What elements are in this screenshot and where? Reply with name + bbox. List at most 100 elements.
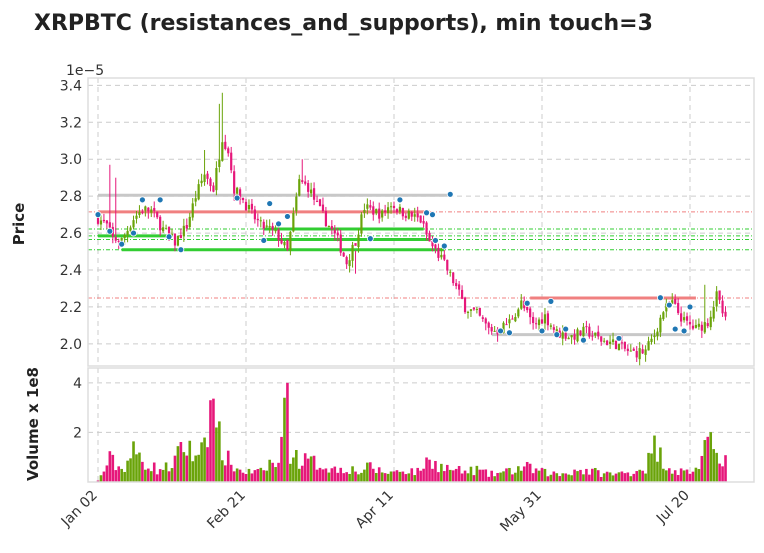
candle-body (212, 185, 215, 192)
candle-body (259, 220, 262, 222)
volume-bar (685, 469, 689, 482)
x-tick-label: Jul 20 (653, 488, 693, 528)
candle-body (304, 181, 307, 184)
candle-body (265, 225, 268, 227)
volume-bar (487, 476, 491, 482)
volume-bar (481, 469, 485, 482)
volume-bar (135, 454, 138, 482)
touch-point (233, 194, 241, 202)
volume-bar (197, 454, 200, 482)
candle-body (283, 241, 286, 246)
volume-bar (351, 466, 354, 482)
volume-bar (232, 471, 236, 482)
candle-body (191, 203, 194, 218)
touch-point (446, 190, 454, 198)
volume-bar (543, 468, 547, 482)
candle-body (404, 215, 407, 218)
touch-point (538, 327, 546, 335)
candle-body (295, 196, 298, 212)
touch-point (657, 294, 664, 302)
candle-body (389, 206, 393, 208)
candle-body (662, 312, 665, 320)
candle-body (247, 204, 251, 210)
chart-title: XRPBTC (resistances_and_supports), min t… (34, 11, 653, 36)
volume-bar (327, 472, 331, 482)
volume-bar (194, 455, 197, 482)
candle-body (218, 159, 221, 167)
price-panel-frame (87, 77, 755, 367)
candle-body (428, 232, 431, 242)
candle-body (310, 189, 313, 194)
volume-bar (345, 472, 348, 482)
candle-body (546, 313, 550, 326)
candle-body (256, 218, 259, 221)
volume-bar (534, 468, 538, 482)
volume-bar (673, 470, 677, 482)
volume-bar (152, 462, 156, 482)
volume-bar (262, 470, 266, 482)
volume-bar (360, 472, 363, 482)
volume-bar (277, 462, 280, 482)
candle-body (715, 291, 718, 307)
candle-body (233, 171, 236, 194)
volume-bar (226, 450, 230, 482)
candle-body (164, 228, 168, 230)
candle-body (392, 205, 396, 209)
candle-body (321, 204, 325, 211)
candle-body (381, 210, 384, 218)
candle-body (416, 213, 419, 218)
volume-bar (721, 466, 724, 482)
volume-bar (253, 470, 257, 482)
candle-body (138, 212, 141, 215)
volume-bar (244, 473, 248, 482)
volume-panel: 2 4 Volume x 1e8 (24, 367, 755, 483)
candle-body (458, 284, 461, 290)
volume-bar (383, 473, 387, 482)
candle-body (608, 341, 612, 344)
volume-bar (155, 474, 159, 482)
candle-body (626, 348, 629, 351)
volume-bar (517, 466, 520, 482)
volume-bar (561, 473, 565, 482)
candle-body (460, 289, 464, 299)
touch-point (138, 196, 146, 204)
volume-bar (191, 461, 195, 482)
volume-bar (428, 459, 431, 482)
volume-bar (650, 453, 653, 482)
candle-body (135, 215, 138, 219)
volume-bar (229, 464, 233, 482)
candle-body (685, 316, 689, 321)
volume-bar (700, 455, 704, 482)
volume-bar (422, 468, 425, 482)
volume-bar (144, 469, 147, 482)
candle-body (262, 221, 265, 229)
volume-bar (508, 467, 511, 482)
candle-body (665, 303, 668, 312)
volume-bar (451, 470, 455, 482)
candle-body (620, 342, 624, 344)
candle-body (363, 209, 366, 213)
candle-body (653, 335, 656, 338)
touch-point (156, 196, 164, 204)
volume-bar (324, 468, 328, 482)
volume-bar (635, 471, 639, 482)
candle-body (573, 334, 576, 340)
volume-bar (256, 469, 260, 482)
touch-point (423, 209, 430, 217)
volume-bar (670, 473, 674, 482)
candle-body (179, 235, 182, 239)
candle-body (481, 317, 484, 319)
volume-bar (605, 471, 609, 482)
volume-bar (676, 475, 680, 482)
candle-body (484, 318, 487, 324)
candle-body (188, 216, 191, 228)
volume-bar (235, 468, 239, 482)
touch-point (523, 299, 531, 307)
touch-point (615, 334, 623, 342)
touch-point (266, 200, 274, 207)
touch-point (665, 301, 673, 309)
volume-bar (339, 467, 343, 482)
volume-bar (602, 473, 606, 482)
volume-bar (484, 469, 488, 482)
touch-point (118, 240, 126, 248)
